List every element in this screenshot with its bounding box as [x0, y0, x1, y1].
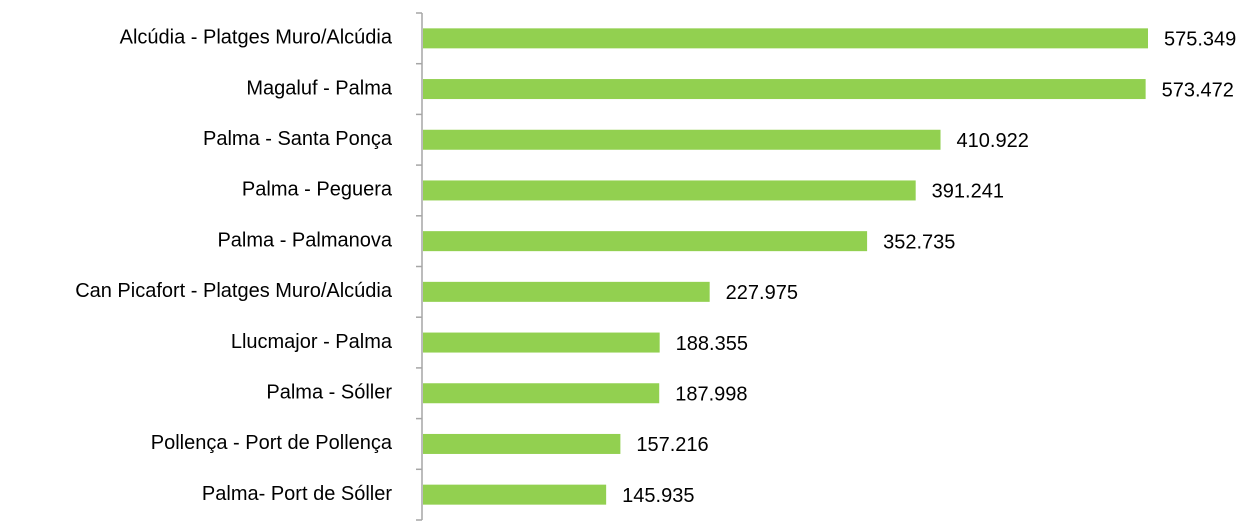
value-label: 157.216: [636, 434, 708, 456]
category-label: Palma - Santa Ponça: [203, 128, 393, 150]
bar: [423, 129, 941, 150]
bar: [423, 180, 916, 201]
category-label: Can Picafort - Platges Muro/Alcúdia: [75, 280, 393, 302]
value-label: 391.241: [932, 181, 1004, 203]
category-label: Palma- Port de Sóller: [202, 483, 392, 505]
category-label: Llucmajor - Palma: [231, 331, 393, 353]
bar: [423, 383, 660, 404]
value-label: 227.975: [726, 282, 798, 304]
bar: [423, 231, 868, 252]
category-label: Palma - Peguera: [242, 179, 393, 201]
value-label: 410.922: [957, 130, 1029, 152]
bar: [423, 433, 621, 454]
value-label: 187.998: [675, 384, 747, 406]
value-label: 352.735: [883, 231, 955, 253]
value-label: 145.935: [622, 485, 694, 507]
category-label: Alcúdia - Platges Muro/Alcúdia: [120, 27, 393, 49]
category-label: Palma - Palmanova: [217, 229, 392, 251]
category-label: Pollença - Port de Pollença: [151, 432, 393, 454]
bar: [423, 281, 710, 302]
bar: [423, 79, 1146, 100]
category-label: Magaluf - Palma: [246, 77, 392, 99]
value-label: 573.472: [1162, 79, 1234, 101]
bar: [423, 28, 1148, 49]
value-label: 188.355: [676, 333, 748, 355]
bar: [423, 332, 660, 353]
value-label: 575.349: [1164, 29, 1236, 51]
category-label: Palma - Sóller: [266, 382, 392, 404]
bar: [423, 484, 607, 505]
